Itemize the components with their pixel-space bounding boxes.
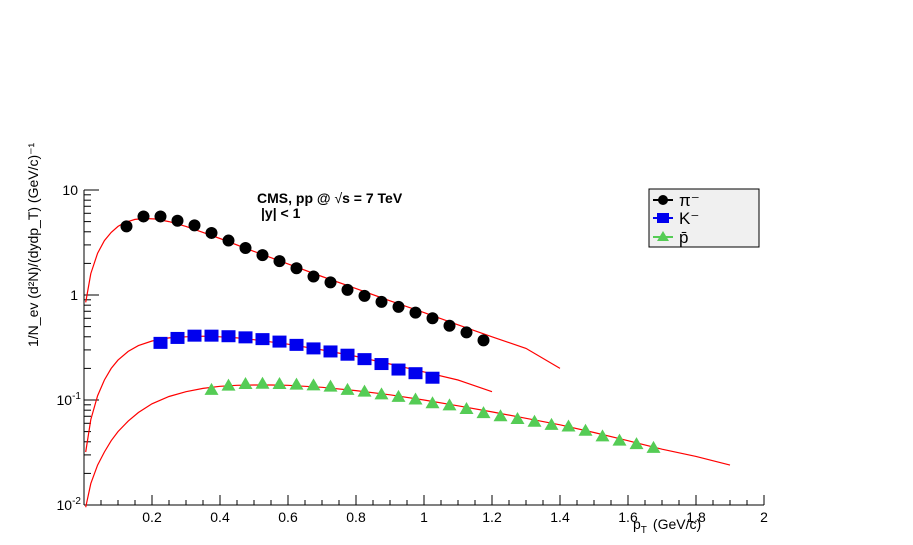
x-tick-label: 0.6: [278, 509, 298, 525]
data-point-square: [391, 363, 406, 376]
data-point-square: [289, 338, 304, 351]
x-tick-label: 1: [420, 509, 428, 525]
data-point-square: [357, 353, 372, 366]
data-point-circle: [477, 334, 490, 347]
data-point-square: [408, 367, 423, 380]
data-point-circle: [137, 210, 150, 223]
y-tick-label: 10-2: [57, 496, 82, 513]
annotation: CMS, pp @ √s = 7 TeV |y| < 1: [257, 190, 403, 221]
data-point-circle: [443, 319, 456, 332]
data-point-circle: [154, 210, 167, 223]
data-point-circle: [409, 306, 422, 319]
data-point-triangle: [442, 398, 457, 411]
data-point-triangle: [408, 392, 423, 405]
data-point-circle: [256, 249, 269, 262]
data-point-triangle: [374, 387, 389, 400]
fit-curve-1: [85, 335, 493, 453]
data-point-triangle: [561, 419, 576, 432]
data-point-square: [425, 371, 440, 384]
data-point-square: [272, 335, 287, 348]
x-tick-label: 1.2: [482, 509, 502, 525]
data-point-triangle: [357, 384, 372, 397]
data-point-circle: [358, 289, 371, 302]
data-point-triangle: [629, 437, 644, 450]
data-point-triangle: [612, 433, 627, 446]
data-point-circle: [341, 283, 354, 296]
x-tick-label: 1.8: [686, 509, 706, 525]
data-point-square: [323, 345, 338, 358]
x-tick-label: 0.4: [210, 509, 230, 525]
data-point-square: [374, 358, 389, 371]
x-tick-label: 1.4: [550, 509, 570, 525]
data-point-circle: [188, 219, 201, 232]
x-tick-label: 0.2: [142, 509, 162, 525]
axis-ticks: 0.2 0.4 0.6 0.8 1 1.2 1.4 1.6 1.8 2 10-2 10-1 1 10: [57, 182, 769, 525]
data-point-square: [170, 331, 185, 344]
legend-marker-triangle: [657, 231, 669, 241]
legend-label: π⁻: [679, 191, 700, 210]
data-point-circle: [239, 242, 252, 255]
data-point-circle: [307, 270, 320, 283]
legend-marker-circle: [658, 195, 668, 205]
legend-label: p̄: [679, 228, 688, 247]
data-point-triangle: [391, 389, 406, 402]
data-point-circle: [460, 326, 473, 339]
data-point-triangle: [544, 417, 559, 430]
data-point-circle: [222, 234, 235, 247]
x-tick-label: 2: [760, 509, 768, 525]
fit-curves: [85, 217, 731, 508]
data-point-triangle: [459, 402, 474, 415]
y-tick-label: 10: [62, 182, 78, 198]
data-point-triangle: [425, 396, 440, 409]
data-point-triangle: [527, 414, 542, 427]
data-point-circle: [375, 295, 388, 308]
data-point-circle: [426, 312, 439, 325]
data-point-square: [221, 330, 236, 343]
y-axis-title: 1/N_ev (d²N)/(dydp_T) (GeV/c)⁻¹: [25, 142, 41, 347]
x-tick-label: 1.6: [618, 509, 638, 525]
data-point-triangle: [510, 411, 525, 424]
legend-label: K⁻: [679, 209, 699, 228]
data-point-square: [340, 348, 355, 361]
data-point-triangle: [340, 382, 355, 395]
data-point-triangle: [204, 382, 219, 395]
data-point-circle: [324, 276, 337, 289]
data-point-triangle: [323, 379, 338, 392]
data-point-triangle: [238, 377, 253, 390]
y-tick-label: 10-1: [57, 391, 82, 408]
data-point-circle: [290, 262, 303, 275]
data-point-circle: [392, 300, 405, 313]
data-point-triangle: [221, 378, 236, 391]
data-point-triangle: [493, 409, 508, 422]
x-axis-title: pT (GeV/c): [633, 516, 701, 536]
data-point-triangle: [272, 377, 287, 390]
data-point-triangle: [306, 378, 321, 391]
data-point-square: [306, 342, 321, 355]
data-point-square: [204, 329, 219, 342]
data-points: [120, 210, 661, 453]
legend: π⁻K⁻p̄: [648, 188, 760, 248]
data-point-square: [153, 336, 168, 349]
annotation-line2: |y| < 1: [261, 205, 301, 221]
data-point-triangle: [289, 377, 304, 390]
data-point-circle: [120, 220, 133, 233]
data-point-triangle: [255, 376, 270, 389]
data-point-square: [255, 333, 270, 346]
data-point-square: [238, 331, 253, 344]
data-point-triangle: [578, 423, 593, 436]
data-point-triangle: [646, 440, 661, 453]
data-point-triangle: [476, 406, 491, 419]
y-tick-label: 1: [70, 287, 78, 303]
data-point-circle: [205, 226, 218, 239]
x-tick-label: 0.8: [346, 509, 366, 525]
data-point-triangle: [595, 429, 610, 442]
data-point-circle: [273, 255, 286, 268]
data-point-circle: [171, 214, 184, 227]
legend-marker-square: [657, 213, 669, 223]
data-point-square: [187, 329, 202, 342]
annotation-line1: CMS, pp @ √s = 7 TeV: [257, 190, 403, 206]
